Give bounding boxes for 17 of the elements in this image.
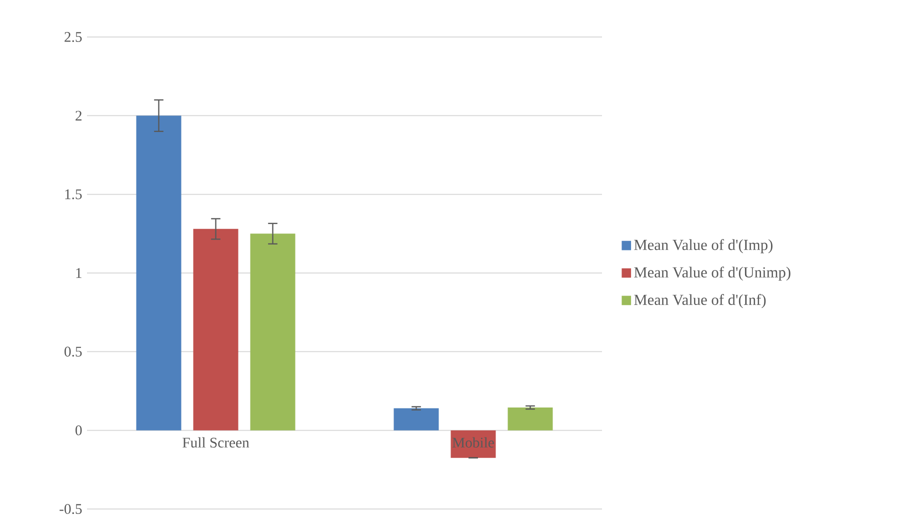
y-tick-label: -0.5 (60, 504, 82, 514)
y-tick-label: 2 (76, 110, 82, 121)
y-tick-label: 1.5 (65, 189, 82, 200)
x-tick-label: Full Screen (182, 437, 250, 448)
bar (250, 234, 296, 430)
legend-label: Mean Value of d'(Inf) (634, 294, 766, 308)
bar (508, 408, 553, 430)
y-tick-label: 0 (76, 425, 82, 436)
y-tick-label: 2.5 (64, 32, 82, 42)
bar (394, 408, 439, 430)
x-tick-label: Mobile (452, 437, 494, 448)
bar (136, 116, 182, 430)
legend-label: Mean Value of d'(Imp) (634, 239, 772, 254)
legend-label: Mean Value of d'(Unimp) (634, 266, 790, 281)
y-tick-label: 1 (76, 268, 82, 278)
y-tick-label: 0.5 (64, 346, 82, 357)
bar (193, 228, 238, 430)
